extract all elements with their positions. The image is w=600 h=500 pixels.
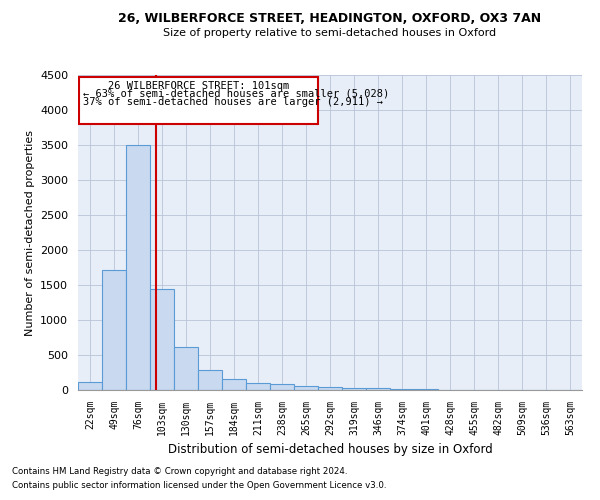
Bar <box>318 387 342 390</box>
FancyBboxPatch shape <box>79 77 318 124</box>
Bar <box>390 389 414 390</box>
Bar <box>126 145 150 390</box>
Bar <box>198 370 222 390</box>
Bar <box>270 384 294 390</box>
Text: Contains public sector information licensed under the Open Government Licence v3: Contains public sector information licen… <box>12 481 386 490</box>
Text: 26 WILBERFORCE STREET: 101sqm: 26 WILBERFORCE STREET: 101sqm <box>108 80 289 90</box>
Bar <box>102 270 126 390</box>
Bar <box>342 388 366 390</box>
Bar <box>246 382 270 390</box>
Bar <box>366 388 390 390</box>
Bar <box>150 289 174 390</box>
Bar <box>294 386 318 390</box>
Text: 37% of semi-detached houses are larger (2,911) →: 37% of semi-detached houses are larger (… <box>83 98 383 108</box>
Bar <box>174 348 198 390</box>
Bar <box>78 382 102 390</box>
Y-axis label: Number of semi-detached properties: Number of semi-detached properties <box>25 130 35 336</box>
Text: 26, WILBERFORCE STREET, HEADINGTON, OXFORD, OX3 7AN: 26, WILBERFORCE STREET, HEADINGTON, OXFO… <box>118 12 542 26</box>
Bar <box>222 379 246 390</box>
Text: Size of property relative to semi-detached houses in Oxford: Size of property relative to semi-detach… <box>163 28 497 38</box>
X-axis label: Distribution of semi-detached houses by size in Oxford: Distribution of semi-detached houses by … <box>167 444 493 456</box>
Text: Contains HM Land Registry data © Crown copyright and database right 2024.: Contains HM Land Registry data © Crown c… <box>12 467 347 476</box>
Text: ← 63% of semi-detached houses are smaller (5,028): ← 63% of semi-detached houses are smalle… <box>83 88 389 99</box>
